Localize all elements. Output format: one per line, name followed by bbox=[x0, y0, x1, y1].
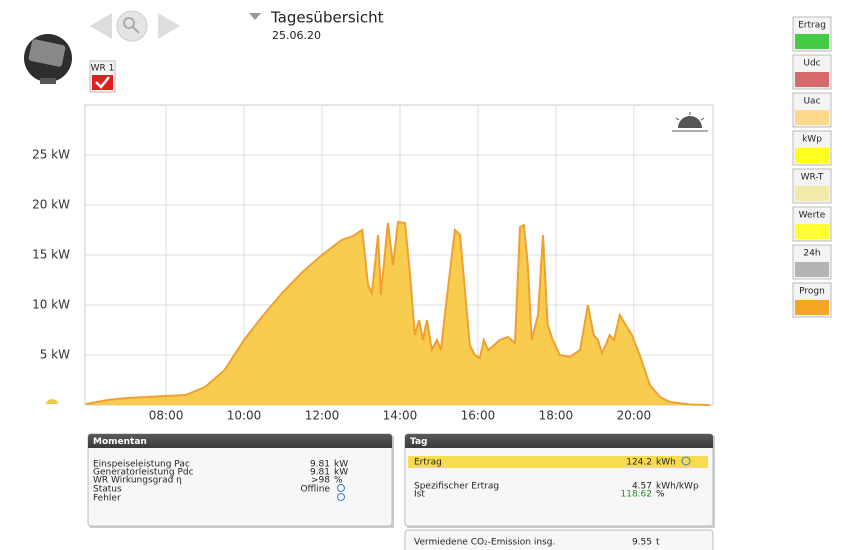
button-swatch bbox=[795, 300, 829, 315]
button-swatch bbox=[795, 224, 829, 239]
device-icon[interactable] bbox=[24, 34, 72, 84]
row-value: Offline bbox=[300, 485, 330, 495]
inverter-badge[interactable]: WR 1 bbox=[90, 61, 115, 92]
side-button[interactable]: Ertrag bbox=[793, 17, 831, 51]
y-tick-label: 15 kW bbox=[32, 248, 70, 262]
button-swatch bbox=[795, 262, 829, 277]
co2-value: 9.55 bbox=[632, 538, 652, 548]
panels: Momentan Tag Ertrag 124.2 kWh Vermiedene… bbox=[88, 434, 715, 550]
button-swatch bbox=[795, 110, 829, 125]
x-tick-label: 14:00 bbox=[383, 409, 418, 423]
button-swatch bbox=[795, 34, 829, 49]
co2-unit: t bbox=[656, 538, 660, 548]
button-label: Udc bbox=[803, 59, 820, 69]
side-button[interactable]: WR-T bbox=[793, 169, 831, 203]
button-label: kWp bbox=[802, 135, 822, 145]
device-foot bbox=[40, 78, 56, 84]
side-button[interactable]: Uac bbox=[793, 93, 831, 127]
co2-label: Vermiedene CO₂-Emission insg. bbox=[414, 538, 555, 548]
page-date: 25.06.20 bbox=[272, 29, 321, 42]
side-button[interactable]: kWp bbox=[793, 131, 831, 165]
x-tick-label: 08:00 bbox=[149, 409, 184, 423]
side-buttons: Ertrag Udc Uac kWp WR-T Werte 24h Progn bbox=[793, 17, 831, 317]
row-label: Spezifischer Ertrag bbox=[414, 482, 499, 492]
y-tick-label: 20 kW bbox=[32, 198, 70, 212]
tag-header bbox=[405, 434, 713, 448]
button-label: Uac bbox=[803, 97, 820, 107]
side-button[interactable]: Werte bbox=[793, 207, 831, 241]
row-unit: % bbox=[656, 490, 665, 500]
y-tick-label: 10 kW bbox=[32, 298, 70, 312]
screen: Tagesübersicht 25.06.20 WR 1 Ertrag Udc Ua… bbox=[0, 0, 843, 550]
button-label: Progn bbox=[799, 287, 825, 297]
button-label: 24h bbox=[803, 249, 820, 259]
button-label: Ertrag bbox=[798, 21, 826, 31]
y-tick-label: 25 kW bbox=[32, 148, 70, 162]
y-tick-label: 5 kW bbox=[40, 348, 70, 362]
row-unit: % bbox=[334, 476, 343, 486]
ertrag-label: Ertrag bbox=[414, 458, 442, 468]
nav-prev[interactable] bbox=[90, 13, 112, 39]
button-label: WR-T bbox=[801, 173, 824, 183]
badge-label: WR 1 bbox=[91, 64, 115, 74]
x-tick-label: 12:00 bbox=[305, 409, 340, 423]
button-swatch bbox=[795, 186, 829, 201]
button-label: Werte bbox=[799, 211, 826, 221]
nav-search[interactable] bbox=[117, 11, 147, 41]
row-label: Ist bbox=[414, 490, 425, 500]
button-swatch bbox=[795, 72, 829, 87]
page: Tagesübersicht 25.06.20 WR 1 Ertrag Udc Ua… bbox=[0, 0, 843, 550]
button-swatch bbox=[795, 148, 829, 163]
side-button[interactable]: 24h bbox=[793, 245, 831, 279]
x-tick-label: 20:00 bbox=[617, 409, 652, 423]
page-title[interactable]: Tagesübersicht bbox=[270, 9, 384, 27]
x-tick-label: 16:00 bbox=[461, 409, 496, 423]
x-tick-label: 10:00 bbox=[227, 409, 262, 423]
row-label: Fehler bbox=[93, 494, 121, 504]
ertrag-value: 124.2 bbox=[626, 458, 652, 468]
title-dropdown[interactable] bbox=[249, 13, 261, 20]
momentan-title: Momentan bbox=[93, 437, 147, 447]
row-value: 118.62 bbox=[621, 490, 653, 500]
side-button[interactable]: Udc bbox=[793, 55, 831, 89]
tag-title: Tag bbox=[410, 437, 428, 447]
nav-next[interactable] bbox=[158, 13, 180, 39]
ertrag-unit: kWh bbox=[656, 458, 676, 468]
side-button[interactable]: Progn bbox=[793, 283, 831, 317]
badge-check-box bbox=[92, 75, 113, 90]
sunrise-icon bbox=[46, 399, 58, 404]
chart: 08:00 10:00 12:00 14:00 16:00 18:00 20:00 5 kW 1… bbox=[32, 105, 713, 423]
x-tick-label: 18:00 bbox=[539, 409, 574, 423]
